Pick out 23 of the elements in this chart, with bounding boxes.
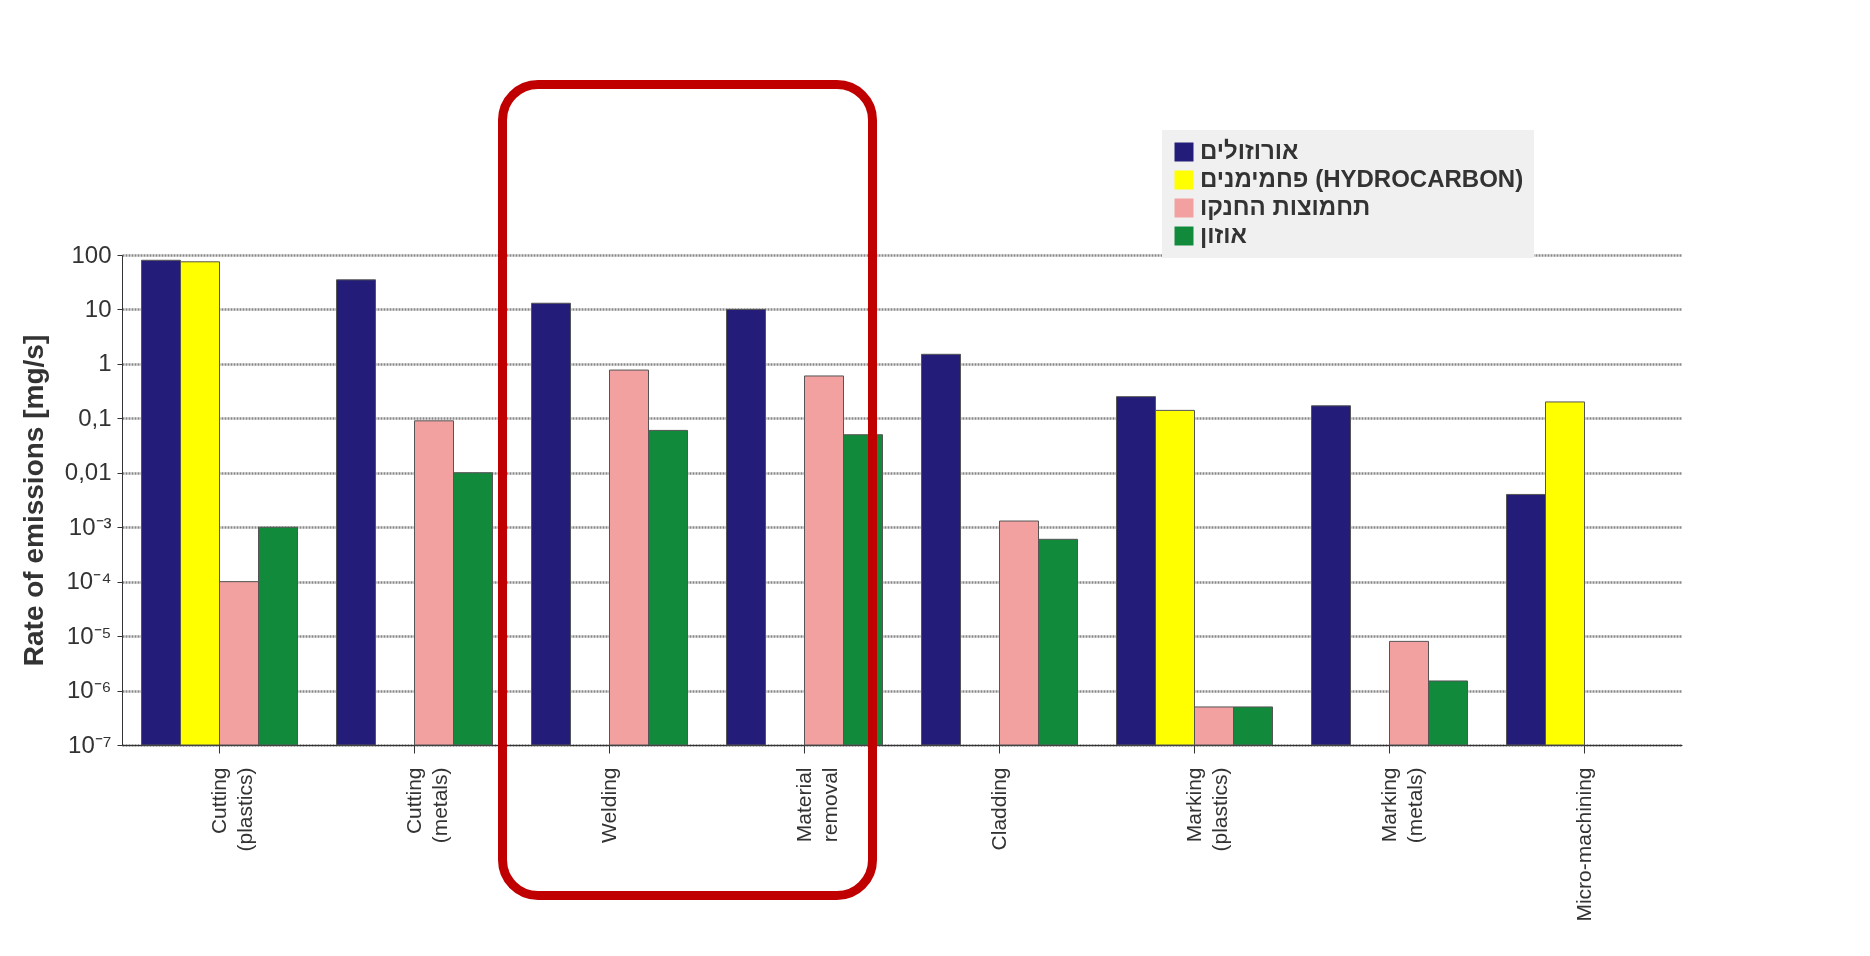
legend-label: אוזון [1200,221,1247,248]
y-tick-label: 0,01 [64,458,112,486]
x-tick-label: Welding [596,767,620,843]
y-tick-label: 10⁻⁴ [66,567,112,595]
x-tick-label: Marking (plastics) [1181,767,1231,852]
y-tick-label: 10⁻⁷ [68,730,112,758]
legend-label: פחמימנים (HYDROCARBON) [1200,165,1524,192]
x-tick-label: Cutting (plastics) [206,767,256,852]
y-axis-title: Rate of emissions [mg/s] [17,334,49,667]
x-tick-label: Material removal [791,767,841,843]
y-tick-label: 10⁻⁶ [66,676,112,704]
x-tick-label: Micro-machining [1571,767,1595,922]
x-tick-label: Cutting (metals) [401,767,451,844]
y-tick-label: 0,1 [78,403,112,431]
y-tick-label: 10⁻⁵ [66,621,112,649]
legend-label: אורוזולים [1200,137,1299,164]
y-tick-label: 100 [71,240,112,268]
y-tick-label: 1 [98,349,112,377]
y-tick-label: 10⁻³ [68,512,112,540]
y-tick-label: 10 [84,294,112,322]
x-tick-label: Marking (metals) [1376,767,1426,844]
legend-label: תחמוצות החנקו [1200,193,1371,220]
x-tick-label: Cladding [986,767,1010,851]
